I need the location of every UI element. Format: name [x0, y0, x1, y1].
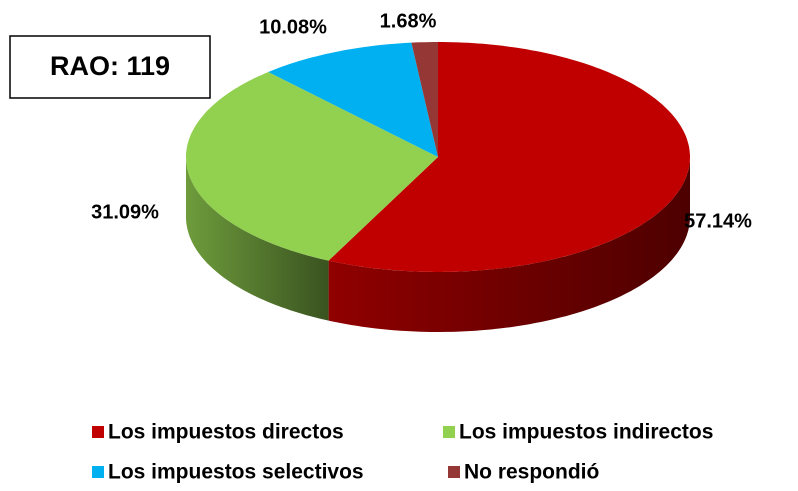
data-label: 10.08% [259, 16, 327, 38]
annotation-box [9, 35, 211, 99]
pie [186, 42, 690, 332]
labels: 57.14% 31.09% 10.08% 1.68% [91, 10, 752, 232]
legend-label: Los impuestos indirectos [459, 421, 713, 444]
slice [411, 42, 438, 157]
slice [186, 72, 438, 261]
legend-label: Los impuestos selectivos [108, 461, 364, 484]
slice [268, 42, 438, 157]
legend: Los impuestos directos Los impuestos indi… [92, 421, 713, 484]
legend-label: No respondió [464, 461, 599, 484]
slice [328, 42, 690, 272]
legend-label: Los impuestos directos [108, 421, 344, 444]
annotation: RAO: 119 [50, 51, 170, 81]
legend-swatch [92, 426, 104, 438]
legend-swatch [92, 466, 104, 478]
slice-side [186, 157, 329, 321]
data-label: 1.68% [380, 10, 437, 32]
legend-swatch [443, 426, 455, 438]
data-label: 31.09% [91, 201, 159, 223]
slice-side [328, 157, 690, 332]
data-label: 57.14% [684, 210, 752, 232]
legend-swatch [448, 466, 460, 478]
